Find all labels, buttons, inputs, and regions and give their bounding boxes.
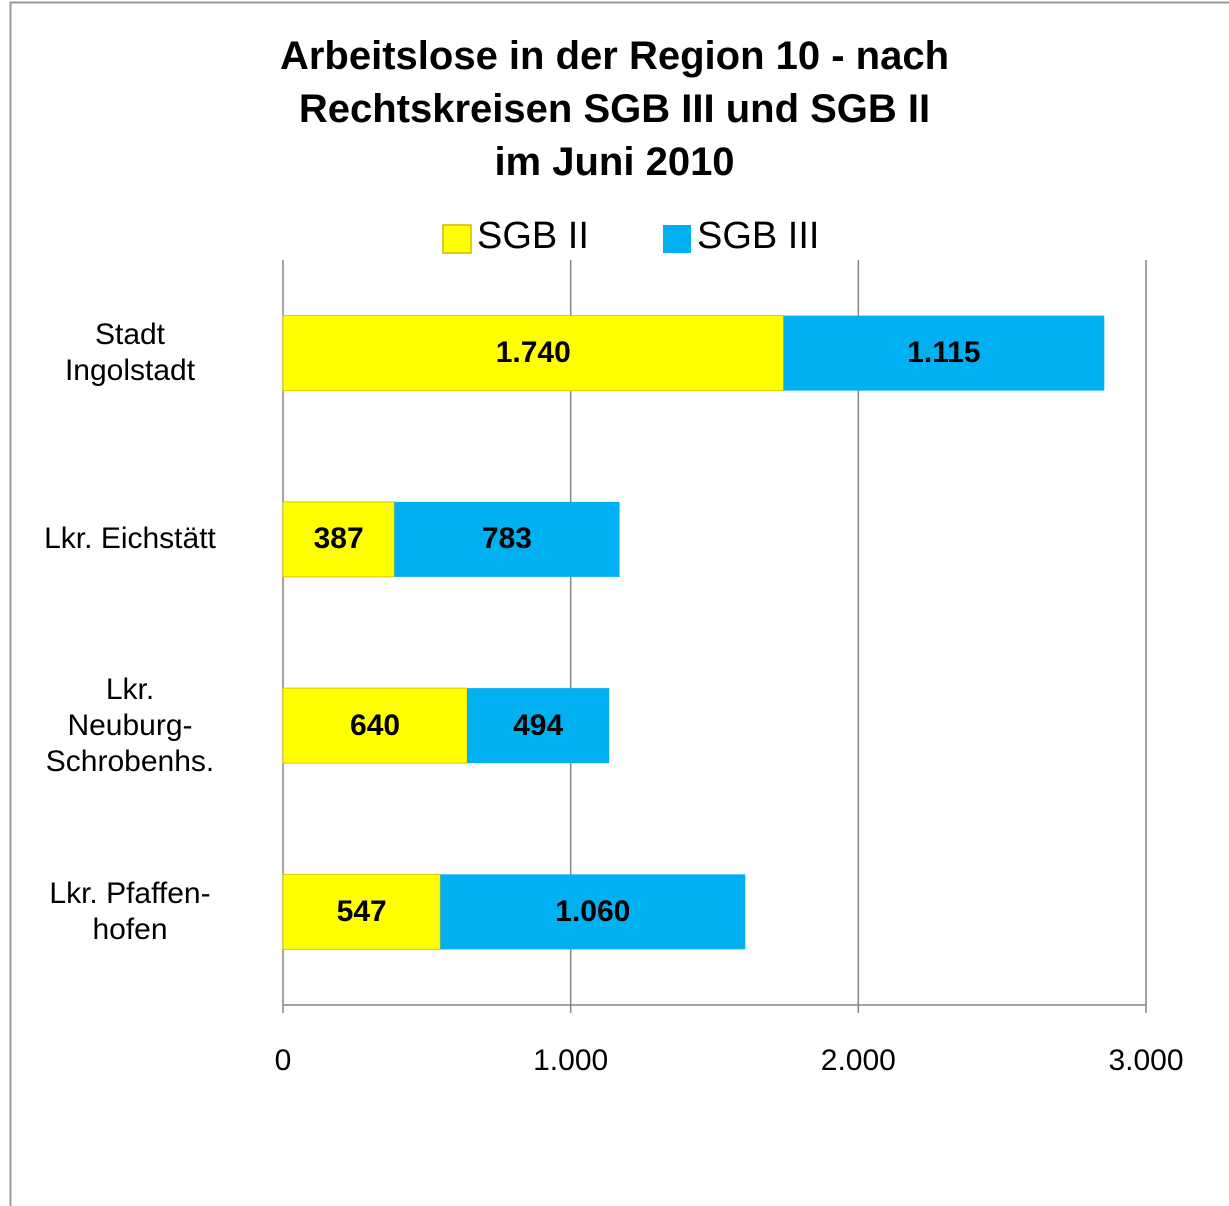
data-label: 1.060 [555, 894, 631, 928]
data-label: 387 [313, 522, 364, 556]
y-tick-label: Lkr. Eichstätt [44, 522, 216, 556]
bar-segment [282, 501, 395, 578]
bar-segment [282, 873, 441, 950]
y-tick-label: Lkr. Neuburg- Schrobenhs. [45, 672, 215, 778]
x-tick-label: 0 [274, 1044, 292, 1077]
legend-swatch [663, 225, 691, 253]
bar-segment [467, 688, 610, 764]
chart-border [9, 1, 1229, 1206]
data-label: 640 [350, 708, 401, 742]
data-label: 783 [481, 522, 532, 556]
bar-segment [394, 501, 620, 577]
x-tick-label: 1.000 [533, 1044, 609, 1077]
x-tick-label: 2.000 [820, 1044, 896, 1077]
legend-swatch [442, 224, 472, 254]
y-tick-label: Stadt Ingolstadt [64, 318, 196, 388]
data-label: 1.740 [495, 336, 571, 370]
data-label: 494 [513, 708, 564, 742]
bar-segment [282, 687, 468, 764]
x-tick-label: 3.000 [1108, 1044, 1184, 1077]
bar-segment [282, 315, 785, 392]
legend-label: SGB II [477, 215, 589, 257]
y-tick-label: Lkr. Pfaffen- hofen [49, 876, 211, 946]
chart-title: Arbeitslose in der Region 10 - nach Rech… [279, 34, 950, 184]
data-label: 1.115 [907, 336, 981, 370]
bar-segment [783, 315, 1105, 391]
bar-segment [440, 874, 746, 950]
data-label: 547 [336, 894, 387, 928]
legend-label: SGB III [697, 215, 820, 257]
